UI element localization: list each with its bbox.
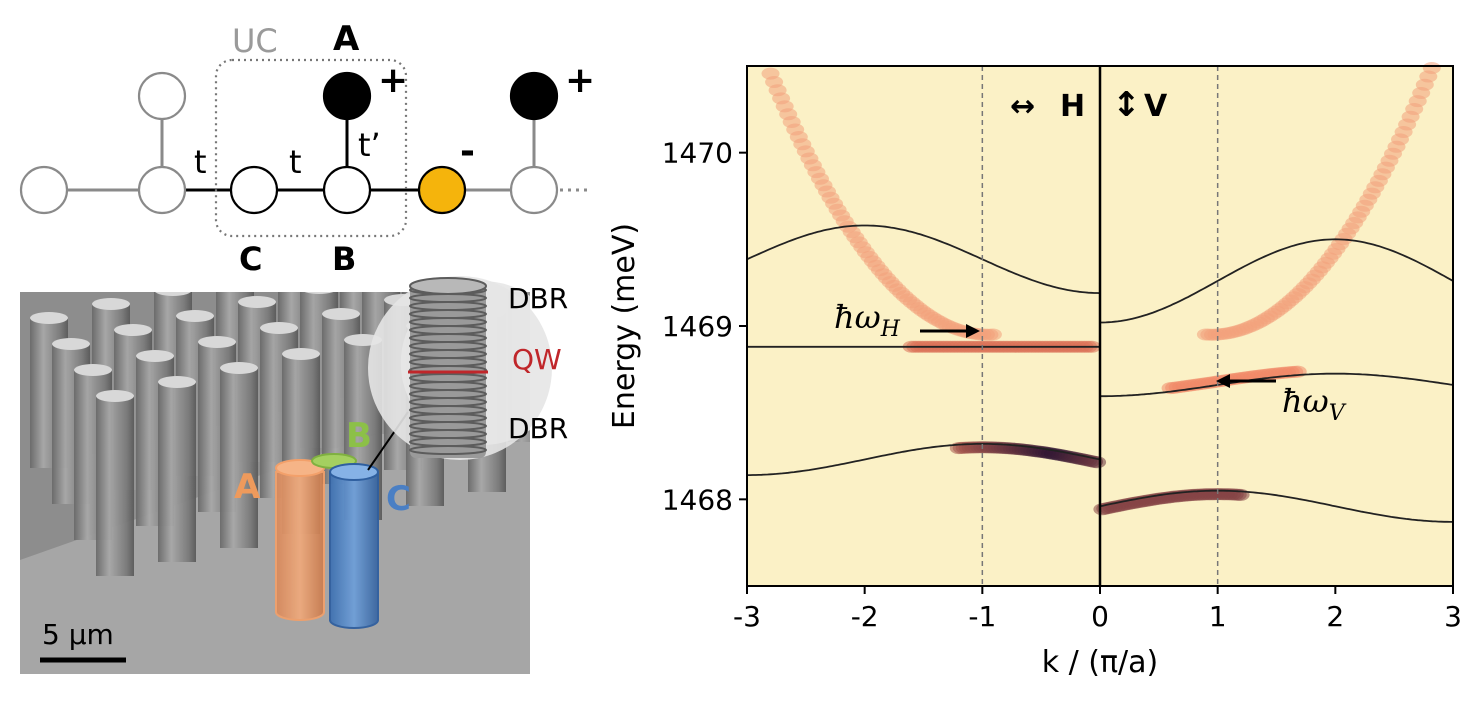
sem-pillar-top [220,362,258,374]
model-band-left-2 [747,443,1101,476]
sem-pillar-top [74,364,112,376]
hopping-t-prime-label: t’ [358,126,381,164]
annotation-hw-h: ħωH [834,298,901,342]
sem-pillar-top [30,312,68,324]
sem-pillar-top [238,296,276,308]
hopping-t-label: t [194,143,207,181]
pillar-a [275,459,325,621]
sem-pillar-top [486,240,524,252]
polarization-symbol-h: ↔ [1010,89,1035,124]
model-band-right-2 [1099,489,1453,523]
pillar-label-c: C [386,479,411,519]
sem-pillar-top [96,390,134,402]
sem-pillar-top [508,266,546,278]
y-axis-label: Energy (meV) [607,223,642,429]
sem-micrograph: A B C DBR QW DBR 5 µm [20,214,568,674]
site-defect [417,165,467,215]
sem-pillar-top [260,322,298,334]
dbr-layer [409,445,487,455]
uc-label: UC [232,22,278,60]
x-tick-label: 0 [1091,600,1109,633]
axis-ticks: -3 -2 -1 0 1 2 3 1468 1469 1470 [662,137,1462,633]
site-a [322,71,372,121]
sem-pillar-top [362,268,400,280]
sem-pillar-top [155,292,191,296]
dbr-top [409,277,487,295]
site-open [137,71,187,121]
dbr-bottom-label: DBR [508,412,568,445]
sem-pillar-top [158,376,196,388]
sem-pillar-top [304,292,334,294]
model-band-right-0 [1100,238,1454,324]
site-b [322,165,372,215]
x-tick-label: 3 [1444,600,1462,633]
dashed-guides [981,66,1219,586]
sem-pillar-top [282,348,320,360]
qw-label: QW [512,343,562,376]
y-tick-label: 1470 [662,137,733,170]
annotation-arrowhead-v [1216,374,1230,388]
y-tick-label: 1469 [662,310,733,343]
site-open [509,165,559,215]
sem-pillar-top [176,310,214,322]
unit-cell-box [214,58,408,238]
polarization-label-h: H [1060,89,1085,124]
sem-pillar [220,368,258,548]
scale-bar-label: 5 µm [42,618,114,651]
sign-plus-2: + [565,60,595,101]
annotation-hw-v: ħωV [1282,382,1347,426]
x-tick-label: -3 [733,600,761,633]
heatmap-intensity [1422,62,1441,74]
sem-pillar-top [198,336,236,348]
model-band-left-0 [746,224,1101,294]
model-bands [746,224,1454,523]
site-a-neighbor [509,71,559,121]
sign-plus: + [378,60,408,101]
polarization-label-v: V [1144,89,1168,124]
site-c [229,165,279,215]
sem-pillar-top [92,298,130,310]
sem-pillar-top [402,228,440,240]
x-tick-label: -1 [968,600,996,633]
sem-pillar-top [464,214,502,226]
site-label-a: A [333,19,360,59]
pillar-label-b: B [346,416,372,456]
dbr-top-label: DBR [508,282,568,315]
site-label-c: C [239,240,262,278]
y-tick-label: 1468 [662,483,733,516]
sem-pillar [96,396,134,576]
site-open [137,165,187,215]
dbr-stack [409,277,487,458]
model-band-right-1 [1100,372,1454,398]
x-axis-label: k / (π/a) [1042,645,1159,680]
site-open [19,165,69,215]
sign-minus: - [460,131,475,172]
hopping-t-label: t [289,143,302,181]
sem-pillar-top [114,324,152,336]
sem-pillar-top [52,338,90,350]
dbr-inset: DBR QW DBR [367,276,568,471]
x-tick-label: 1 [1209,600,1227,633]
sem-pillar-top [424,254,462,266]
heatmap-intensity [983,328,1002,341]
pillar-label-a: A [234,467,261,507]
sem-pillar [158,382,196,562]
x-tick-label: 2 [1326,600,1344,633]
sem-pillar-top [278,256,316,268]
site-label-b: B [332,240,356,278]
pillar-c [329,463,379,629]
sem-pillar-top [136,350,174,362]
x-tick-label: -2 [851,600,879,633]
polarization-symbol-v: ↕ [1112,85,1141,125]
heatmap-intensity [1088,456,1107,469]
annotation-arrowhead-h [966,324,980,338]
lattice-schematic: UC A + + - t t t’ C B [19,19,595,278]
sem-pillar-top [322,308,360,320]
dispersion-plot: -3 -2 -1 0 1 2 3 1468 1469 1470 ↔ H ↕ V ħωH ħωV k… [607,62,1462,680]
